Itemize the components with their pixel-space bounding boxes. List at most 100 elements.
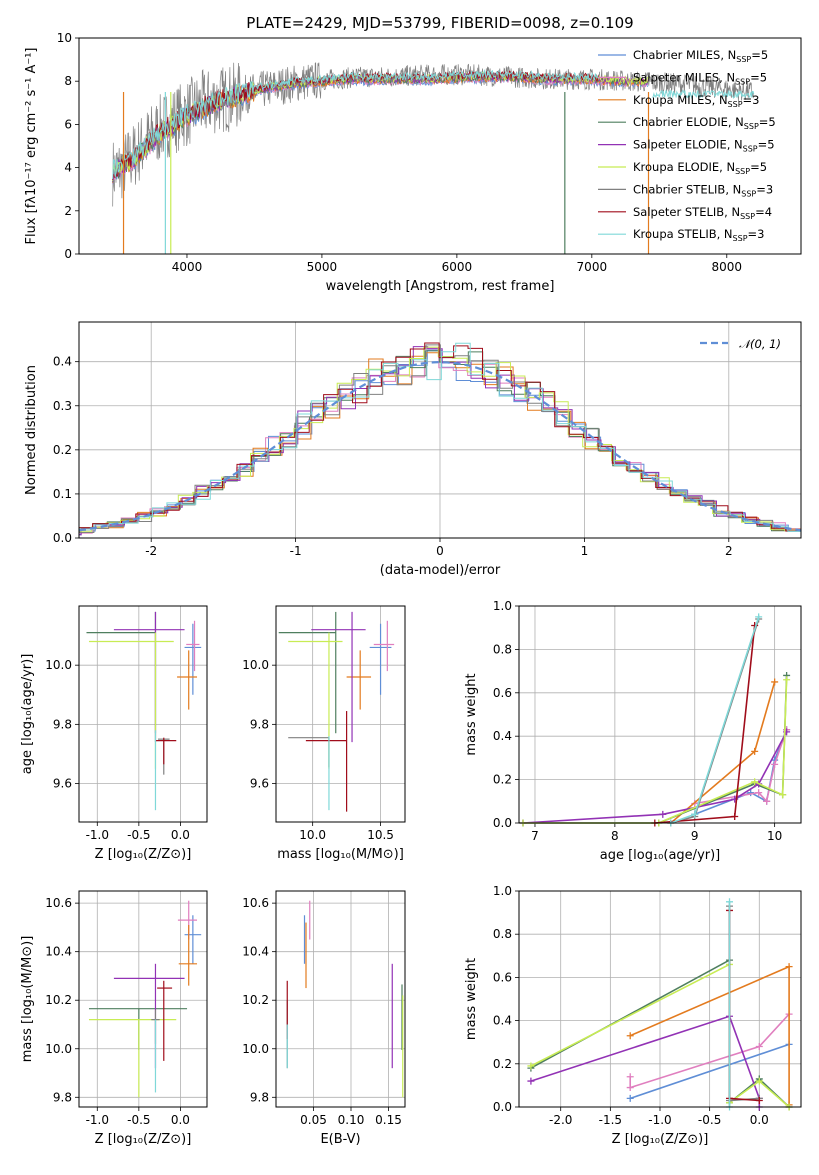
massweight_vs_Z-ylabel: mass weight — [464, 958, 479, 1040]
x-tick-label: 0.15 — [375, 1113, 402, 1127]
weight-marker-kroupa-elodie — [751, 778, 759, 786]
x-tick-label: 10.0 — [299, 828, 326, 842]
age_vs_Z-plot-area — [79, 606, 207, 822]
weight-line-chabrier-miles — [629, 1043, 790, 1100]
y-tick-label: 10.0 — [45, 658, 72, 672]
y-tick-label: 10.2 — [45, 993, 72, 1007]
massweight_vs_age-ylabel: mass weight — [464, 673, 479, 755]
y-tick-label: 0.4 — [493, 1014, 512, 1028]
weight-marker-salpeter-miles — [771, 760, 779, 768]
histogram-salpeter-stelib — [79, 342, 801, 532]
x-tick-label: 8 — [611, 829, 619, 843]
massweight_vs_Z-frame — [518, 890, 802, 1108]
mass_vs_Z-xlabel: Z [log₁₀(Z/Z⊙)] — [95, 1132, 192, 1147]
x-tick-label: 0.10 — [338, 1113, 365, 1127]
y-tick-label: 10.2 — [242, 993, 269, 1007]
y-tick-label: 1.0 — [493, 599, 512, 613]
y-tick-label: 0.3 — [53, 399, 72, 413]
legend-label: Salpeter STELIB, NSSP=4 — [633, 205, 772, 221]
weight-marker-kroupa-stelib — [691, 810, 699, 818]
y-tick-label: 6 — [64, 117, 72, 131]
x-tick-label: -1.0 — [86, 828, 109, 842]
y-tick-label: 0 — [64, 247, 72, 261]
y-tick-label: 0.4 — [53, 355, 72, 369]
x-tick-label: -1.0 — [86, 1113, 109, 1127]
legend-label: Chabrier STELIB, NSSP=3 — [633, 182, 773, 198]
y-tick-label: 4 — [64, 161, 72, 175]
x-tick-label: 0.05 — [300, 1113, 327, 1127]
residuals-ylabel: Normed distribution — [24, 365, 39, 495]
y-tick-label: 9.8 — [53, 717, 72, 731]
age_vs_Z-ylabel: age [log₁₀(age/yr)] — [20, 654, 35, 775]
mass_vs_EBV-frame — [275, 890, 406, 1108]
x-tick-label: 7 — [531, 829, 539, 843]
massweight_vs_Z-xlabel: Z [log₁₀(Z/Z⊙)] — [612, 1132, 709, 1147]
mass_vs_Z-errorbars — [88, 900, 202, 1098]
x-tick-label: -0.5 — [127, 1113, 150, 1127]
massweight_vs_Z-axes: -2.0 -1.5 -1.0 -0.5 0.0 0.0 0.2 0.4 0.6 0.8 1.0 Z [… — [464, 884, 801, 1147]
weight-marker-chabrier-miles — [747, 789, 755, 797]
x-tick-label: 8000 — [712, 260, 743, 274]
spectrum-xlabel: wavelength [Angstrom, rest frame] — [326, 279, 555, 294]
age_vs_mass-plot-area — [276, 606, 405, 822]
y-tick-label: 0.0 — [493, 1100, 512, 1114]
y-tick-label: 0.4 — [493, 729, 512, 743]
age_vs_Z-frame — [78, 605, 208, 823]
y-tick-label: 10.6 — [45, 896, 72, 910]
x-tick-label: 10 — [767, 829, 782, 843]
weight-marker-kroupa-miles — [751, 747, 759, 755]
weight-marker-chabrier-miles — [626, 1094, 634, 1102]
age_vs_Z-errorbars — [86, 611, 202, 811]
spectrum-ylabel: Flux [fλ10⁻¹⁷ erg cm⁻² s⁻¹ A⁻¹] — [24, 48, 39, 245]
spectrum-frame — [78, 37, 802, 255]
spectrum-lines — [112, 62, 755, 254]
normal-curve — [79, 360, 801, 532]
histogram-kroupa-stelib — [79, 342, 801, 532]
x-tick-label: 2 — [725, 544, 733, 558]
legend-label: 𝒩(0, 1) — [739, 337, 781, 351]
y-tick-label: 10.4 — [45, 945, 72, 959]
model-tail-line — [652, 89, 755, 100]
x-tick-label: -0.5 — [127, 828, 150, 842]
mass_vs_Z-ylabel: mass [log₁₀(M/M⊙)] — [20, 936, 35, 1063]
weight-marker-kroupa-elodie — [779, 791, 787, 799]
y-tick-label: 8 — [64, 74, 72, 88]
weight-marker-salpeter-stelib — [731, 812, 739, 820]
massweight_vs_age-xlabel: age [log₁₀(age/yr)] — [600, 848, 721, 863]
legend-label: Salpeter ELODIE, NSSP=5 — [633, 138, 775, 154]
weight-marker-kroupa-elodie — [783, 676, 791, 684]
y-tick-label: 9.8 — [250, 717, 269, 731]
y-tick-label: 0.1 — [53, 487, 72, 501]
x-tick-label: -2.0 — [549, 1113, 572, 1127]
model-line-chabrier-stelib — [112, 70, 599, 181]
x-tick-label: 4000 — [172, 260, 203, 274]
y-tick-label: 0.0 — [53, 531, 72, 545]
y-tick-label: 10.0 — [242, 658, 269, 672]
mass_vs_Z-axes: -1.0 -0.5 0.0 9.8 10.0 10.2 10.4 10.6 Z [log₁₀(Z… — [20, 891, 207, 1147]
x-tick-label: 1 — [581, 544, 589, 558]
weight-marker-salpeter-miles — [626, 1073, 634, 1081]
mass_vs_EBV-xlabel: E(B-V) — [320, 1132, 360, 1147]
weight-marker-kroupa-elodie — [755, 1077, 763, 1085]
age_vs_Z-xlabel: Z [log₁₀(Z/Z⊙)] — [95, 847, 192, 862]
legend-label: Chabrier ELODIE, NSSP=5 — [633, 115, 776, 131]
x-tick-label: 9 — [691, 829, 699, 843]
x-tick-label: -1 — [290, 544, 302, 558]
residuals-xlabel: (data-model)/error — [380, 563, 501, 578]
y-tick-label: 0.8 — [493, 927, 512, 941]
legend-label: Kroupa ELODIE, NSSP=5 — [633, 160, 767, 176]
y-tick-label: 0.8 — [493, 642, 512, 656]
y-tick-label: 0.6 — [493, 686, 512, 700]
legend-label: Salpeter MILES, NSSP=5 — [633, 70, 767, 86]
y-tick-label: 0.2 — [493, 1057, 512, 1071]
histogram-steps — [79, 342, 801, 536]
weight-marker-salpeter-miles — [755, 789, 763, 797]
y-tick-label: 0.6 — [493, 970, 512, 984]
x-tick-label: 6000 — [442, 260, 473, 274]
x-tick-label: 5000 — [307, 260, 338, 274]
x-tick-label: -2 — [145, 544, 157, 558]
y-tick-label: 9.6 — [53, 777, 72, 791]
x-tick-label: 0.0 — [750, 1113, 769, 1127]
spectrum-legend: Chabrier MILES, NSSP=5 Salpeter MILES, NS… — [598, 48, 776, 243]
